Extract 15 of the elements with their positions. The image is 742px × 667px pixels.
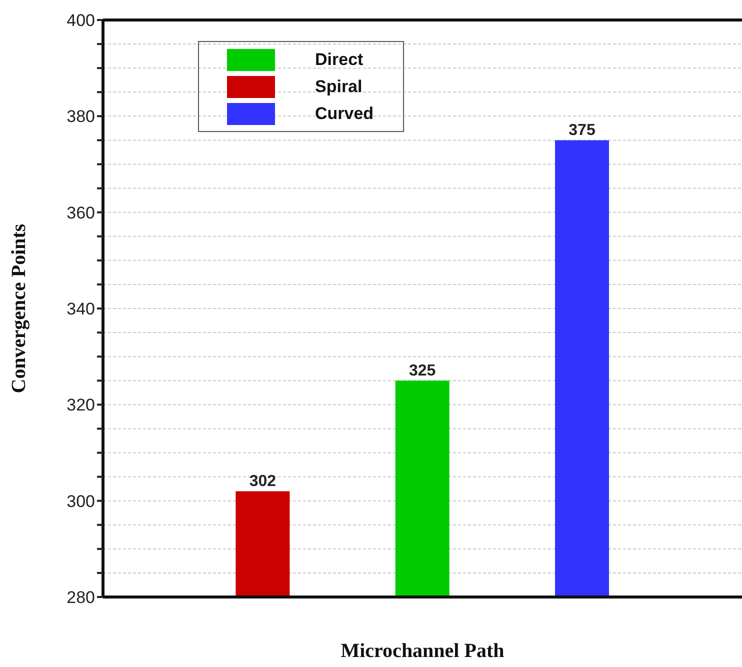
- x-axis-title: Microchannel Path: [340, 640, 504, 662]
- y-tick-label: 280: [66, 588, 95, 608]
- data-label: 325: [409, 362, 436, 380]
- y-tick-label: 340: [66, 300, 95, 319]
- y-tick-label: 380: [66, 107, 95, 126]
- y-tick-label: 320: [66, 396, 95, 415]
- y-tick-label: 300: [66, 492, 95, 511]
- legend-label: Direct: [315, 50, 364, 70]
- data-label: 375: [568, 122, 596, 140]
- data-label: 302: [249, 473, 276, 490]
- legend-label: Curved: [315, 104, 374, 124]
- legend-label: Spiral: [315, 76, 362, 96]
- y-tick-label: 400: [66, 11, 95, 30]
- y-tick-label: 360: [66, 203, 95, 222]
- y-axis-title: Convergence Points: [8, 224, 30, 394]
